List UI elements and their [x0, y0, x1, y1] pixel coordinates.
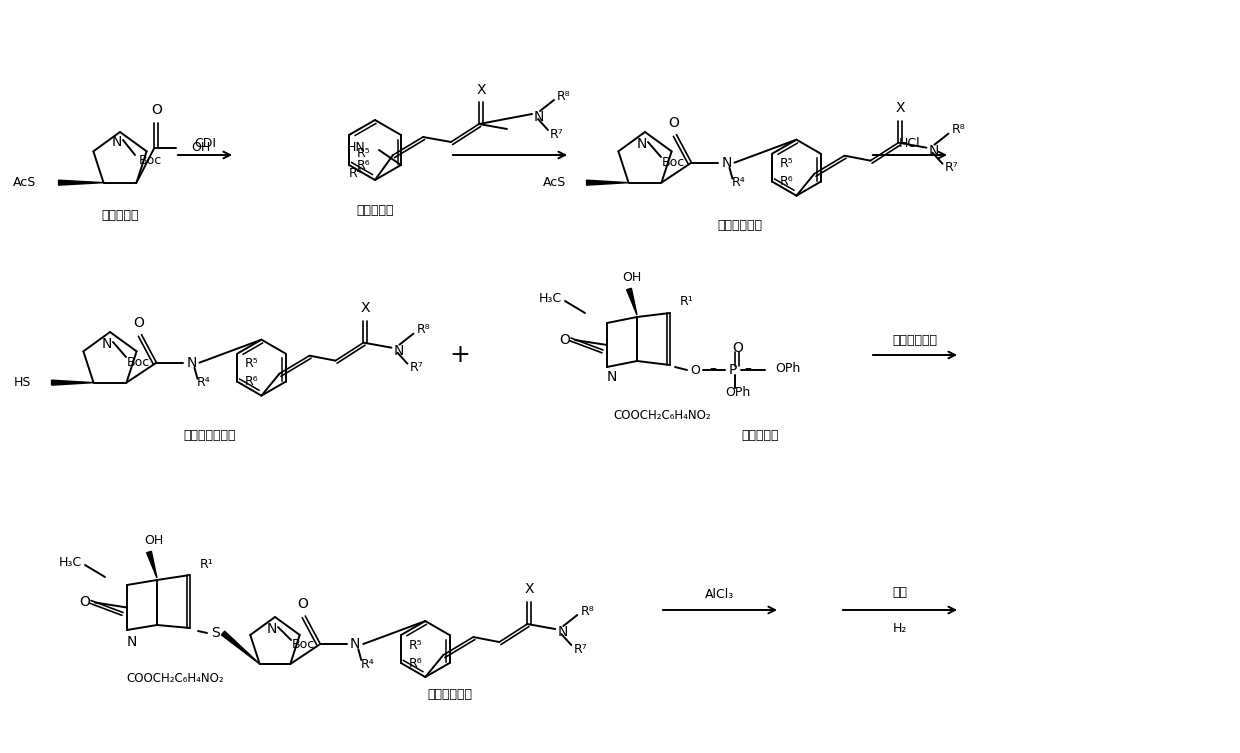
Text: R⁷: R⁷: [945, 161, 959, 174]
Text: （原料３）: （原料３）: [742, 428, 779, 441]
Text: H₃C: H₃C: [539, 291, 562, 304]
Text: –: –: [709, 363, 717, 377]
Text: R⁶: R⁶: [357, 158, 371, 172]
Polygon shape: [587, 180, 629, 185]
Text: N: N: [267, 622, 278, 636]
Text: R¹: R¹: [680, 294, 693, 307]
Text: +: +: [450, 343, 470, 367]
Text: R⁸: R⁸: [417, 323, 430, 336]
Text: R⁶: R⁶: [409, 657, 423, 669]
Text: O: O: [733, 341, 744, 355]
Text: AcS: AcS: [543, 176, 567, 189]
Text: R⁷: R⁷: [551, 127, 564, 141]
Text: N: N: [557, 625, 568, 639]
Text: （原料１）: （原料１）: [102, 209, 139, 221]
Text: R⁴: R⁴: [732, 176, 745, 189]
Text: OH: OH: [144, 533, 164, 547]
Polygon shape: [52, 380, 93, 385]
Text: （化合物１）: （化合物１）: [718, 218, 763, 231]
Text: O: O: [559, 333, 570, 347]
Polygon shape: [146, 551, 157, 578]
Text: R⁵: R⁵: [780, 157, 794, 170]
Text: OPh: OPh: [725, 386, 750, 398]
Text: N: N: [102, 337, 112, 351]
Text: OH: OH: [191, 141, 211, 154]
Text: P: P: [729, 363, 738, 377]
Text: X: X: [525, 582, 534, 596]
Text: 二异丙基乙胺: 二异丙基乙胺: [893, 334, 937, 346]
Text: COOCH₂C₆H₄NO₂: COOCH₂C₆H₄NO₂: [614, 408, 711, 422]
Text: HS: HS: [14, 376, 31, 389]
Text: –: –: [744, 363, 751, 377]
Text: S: S: [211, 626, 219, 640]
Text: H₃C: H₃C: [58, 556, 82, 569]
Text: R⁴: R⁴: [361, 657, 374, 670]
Text: O: O: [151, 102, 162, 117]
Text: Boc: Boc: [139, 154, 161, 166]
Text: R⁷: R⁷: [409, 361, 423, 374]
Polygon shape: [626, 288, 637, 315]
Text: O: O: [79, 596, 91, 609]
Text: N: N: [126, 635, 138, 649]
Text: X: X: [361, 300, 371, 315]
Text: X: X: [476, 83, 486, 97]
Text: OPh: OPh: [775, 361, 800, 374]
Text: HN: HN: [347, 141, 366, 154]
Text: AlCl₃: AlCl₃: [706, 589, 734, 602]
Text: N: N: [350, 637, 361, 651]
Text: N: N: [393, 343, 404, 358]
Text: R⁸: R⁸: [951, 123, 965, 136]
Text: H₂: H₂: [893, 621, 908, 635]
Text: O: O: [296, 597, 308, 611]
Text: N: N: [929, 144, 939, 157]
Text: R⁴: R⁴: [196, 376, 211, 389]
Text: Boc: Boc: [126, 355, 150, 368]
Text: R⁶: R⁶: [246, 375, 259, 388]
Text: Boc: Boc: [291, 639, 315, 651]
Text: O: O: [668, 116, 678, 130]
Text: （原料２）: （原料２）: [356, 203, 394, 217]
Text: X: X: [895, 101, 905, 114]
Text: OH: OH: [622, 270, 641, 283]
Text: R⁷: R⁷: [573, 642, 587, 656]
Text: N: N: [534, 110, 544, 124]
Text: HCl: HCl: [899, 136, 921, 150]
Text: R⁴: R⁴: [350, 166, 363, 179]
Text: R⁸: R⁸: [580, 605, 594, 617]
Text: Boc: Boc: [661, 156, 684, 169]
Text: R⁵: R⁵: [409, 639, 423, 651]
Text: O: O: [133, 316, 144, 330]
Text: 钒炭: 钒炭: [893, 586, 908, 599]
Text: （化合物３）: （化合物３）: [428, 688, 472, 702]
Text: N: N: [186, 355, 197, 370]
Text: R⁸: R⁸: [557, 90, 570, 102]
Text: R¹: R¹: [200, 559, 213, 572]
Polygon shape: [58, 180, 104, 185]
Polygon shape: [222, 631, 259, 664]
Text: N: N: [606, 370, 618, 384]
Text: （化合物１２）: （化合物１２）: [184, 428, 237, 441]
Text: R⁵: R⁵: [246, 357, 259, 370]
Text: N: N: [112, 135, 123, 149]
Text: CDI: CDI: [193, 136, 216, 150]
Text: N: N: [722, 156, 732, 169]
Text: R⁵: R⁵: [357, 147, 371, 160]
Text: COOCH₂C₆H₄NO₂: COOCH₂C₆H₄NO₂: [126, 672, 223, 684]
Text: AcS: AcS: [14, 176, 36, 189]
Text: O: O: [691, 364, 699, 376]
Text: R⁶: R⁶: [780, 175, 794, 188]
Text: N: N: [637, 137, 647, 151]
